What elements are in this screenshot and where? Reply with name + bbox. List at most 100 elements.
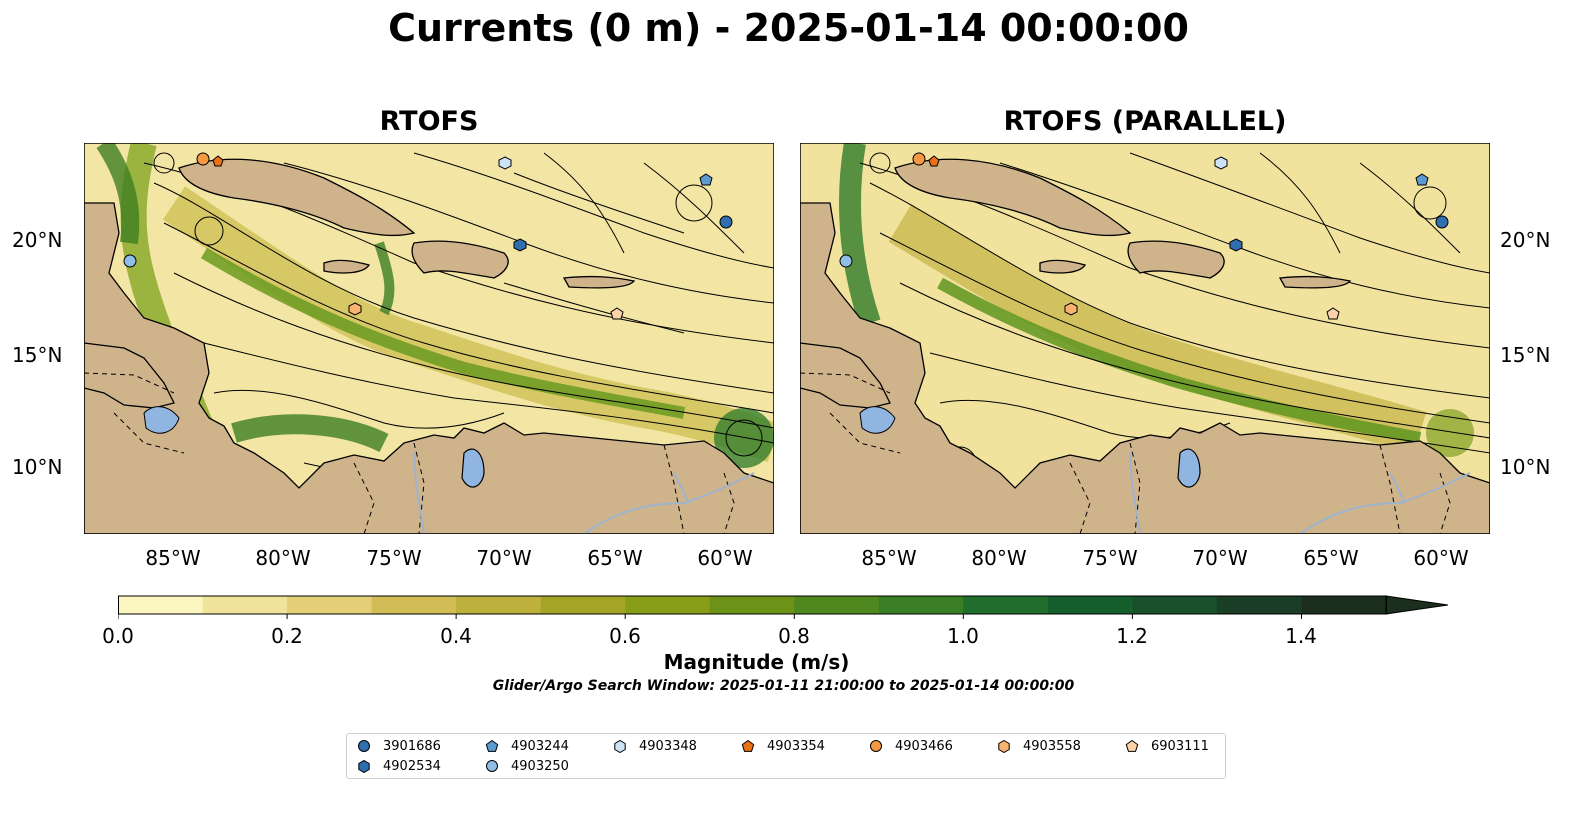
lake-maracaibo	[461, 448, 485, 488]
y-tick-label: 20°N	[1500, 228, 1551, 252]
float-markers	[123, 152, 733, 320]
colorbar-segment	[1132, 596, 1218, 614]
legend-marker-icon	[358, 759, 370, 773]
legend-marker-icon	[358, 740, 370, 752]
legend-item: 4903250	[485, 757, 569, 775]
legend-item: 6903111	[1125, 737, 1209, 755]
legend-marker-shape	[358, 759, 370, 773]
legend-marker-icon	[870, 740, 882, 752]
y-tick-label: 20°N	[12, 228, 63, 252]
x-tick-label: 75°W	[1082, 546, 1138, 570]
legend-item: 4902534	[357, 757, 441, 775]
legend-marker-icon	[486, 760, 498, 772]
colorbar-frame	[118, 595, 1387, 615]
lake	[143, 406, 180, 434]
colorbar-tick-label: 0.0	[102, 624, 134, 648]
colorbar-segment	[540, 596, 626, 614]
colorbar-extend-arrow	[1385, 595, 1449, 615]
legend-item: 4903354	[741, 737, 825, 755]
map-rtofs-parallel	[800, 143, 1490, 534]
colorbar-segment	[1047, 596, 1133, 614]
current-band	[96, 143, 140, 245]
x-tick-label: 60°W	[1413, 546, 1469, 570]
legend-marker-shape	[998, 739, 1010, 753]
y-tick-label: 10°N	[1500, 455, 1551, 479]
colorbar-segment	[371, 596, 457, 614]
colorbar-segment	[878, 596, 964, 614]
legend-label: 6903111	[1151, 738, 1209, 754]
colorbar-tick-label: 0.2	[271, 624, 303, 648]
panel-title-rtofs: RTOFS	[379, 106, 479, 137]
colorbar-tick-label: 1.2	[1116, 624, 1148, 648]
legend-label: 4903250	[511, 758, 569, 774]
x-tick-label: 70°W	[476, 546, 532, 570]
float-markers	[839, 152, 1449, 320]
x-tick-label: 60°W	[697, 546, 753, 570]
colorbar	[118, 595, 1449, 619]
colorbar-label: Magnitude (m/s)	[663, 650, 850, 674]
legend-label: 4902534	[383, 758, 441, 774]
legend-marker-shape	[870, 740, 882, 752]
legend-marker-shape	[358, 740, 370, 752]
x-tick-label: 65°W	[1303, 546, 1359, 570]
current-band	[200, 247, 686, 419]
figure-title: Currents (0 m) - 2025-01-14 00:00:00	[388, 6, 1189, 50]
legend-item: 4903244	[485, 737, 569, 755]
legend-label: 4903244	[511, 738, 569, 754]
legend-item: 3901686	[357, 737, 441, 755]
land	[84, 158, 774, 534]
colorbar-tick-label: 1.0	[947, 624, 979, 648]
x-tick-label: 80°W	[255, 546, 311, 570]
map-panel-rtofs-parallel[interactable]	[800, 143, 1490, 534]
map-panel-rtofs[interactable]	[84, 143, 774, 534]
y-tick-label: 10°N	[12, 455, 63, 479]
x-tick-label: 85°W	[861, 546, 917, 570]
legend-marker-icon	[485, 739, 499, 752]
colorbar-segment	[794, 596, 880, 614]
legend: 3901686 4902534 4903244 4903250 4903348 …	[346, 733, 1226, 779]
rivers	[413, 452, 755, 534]
colorbar-segment	[963, 596, 1049, 614]
y-tick-label: 15°N	[12, 343, 63, 367]
x-tick-label: 85°W	[145, 546, 201, 570]
legend-item: 4903466	[869, 737, 953, 755]
colorbar-segment	[118, 596, 204, 614]
legend-label: 4903354	[767, 738, 825, 754]
legend-marker-icon	[614, 739, 626, 753]
legend-marker-icon	[1125, 739, 1139, 752]
rivers	[1129, 452, 1471, 534]
eddy	[714, 408, 774, 468]
colorbar-tick-label: 0.8	[778, 624, 810, 648]
legend-label: 4903558	[1023, 738, 1081, 754]
x-tick-label: 80°W	[971, 546, 1027, 570]
current-band	[231, 414, 389, 453]
colorbar-tick-label: 1.4	[1285, 624, 1317, 648]
colorbar-segment	[1216, 596, 1302, 614]
legend-label: 4903348	[639, 738, 697, 754]
legend-label: 4903466	[895, 738, 953, 754]
streamlines	[809, 152, 1490, 529]
lake	[859, 406, 896, 434]
current-band	[839, 143, 881, 327]
legend-marker-icon	[998, 739, 1010, 753]
legend-marker-shape	[486, 760, 498, 772]
land	[800, 158, 1490, 534]
colorbar-segment	[1301, 596, 1387, 614]
current-band	[888, 204, 1427, 455]
legend-marker-shape	[741, 739, 755, 752]
search-window-note: Glider/Argo Search Window: 2025-01-11 21…	[492, 678, 1075, 694]
x-tick-label: 65°W	[587, 546, 643, 570]
colorbar-segment	[709, 596, 795, 614]
legend-item: 4903348	[613, 737, 697, 755]
lake-maracaibo	[1177, 448, 1201, 488]
colorbar-segment	[456, 596, 542, 614]
legend-label: 3901686	[383, 738, 441, 754]
panel-title-rtofs-parallel: RTOFS (PARALLEL)	[1003, 106, 1287, 137]
legend-marker-shape	[485, 739, 499, 752]
map-rtofs	[84, 143, 774, 534]
legend-marker-icon	[741, 739, 755, 752]
colorbar-tick-label: 0.4	[440, 624, 472, 648]
y-tick-label: 15°N	[1500, 343, 1551, 367]
colorbar-segment	[202, 596, 288, 614]
colorbar-segment	[287, 596, 373, 614]
